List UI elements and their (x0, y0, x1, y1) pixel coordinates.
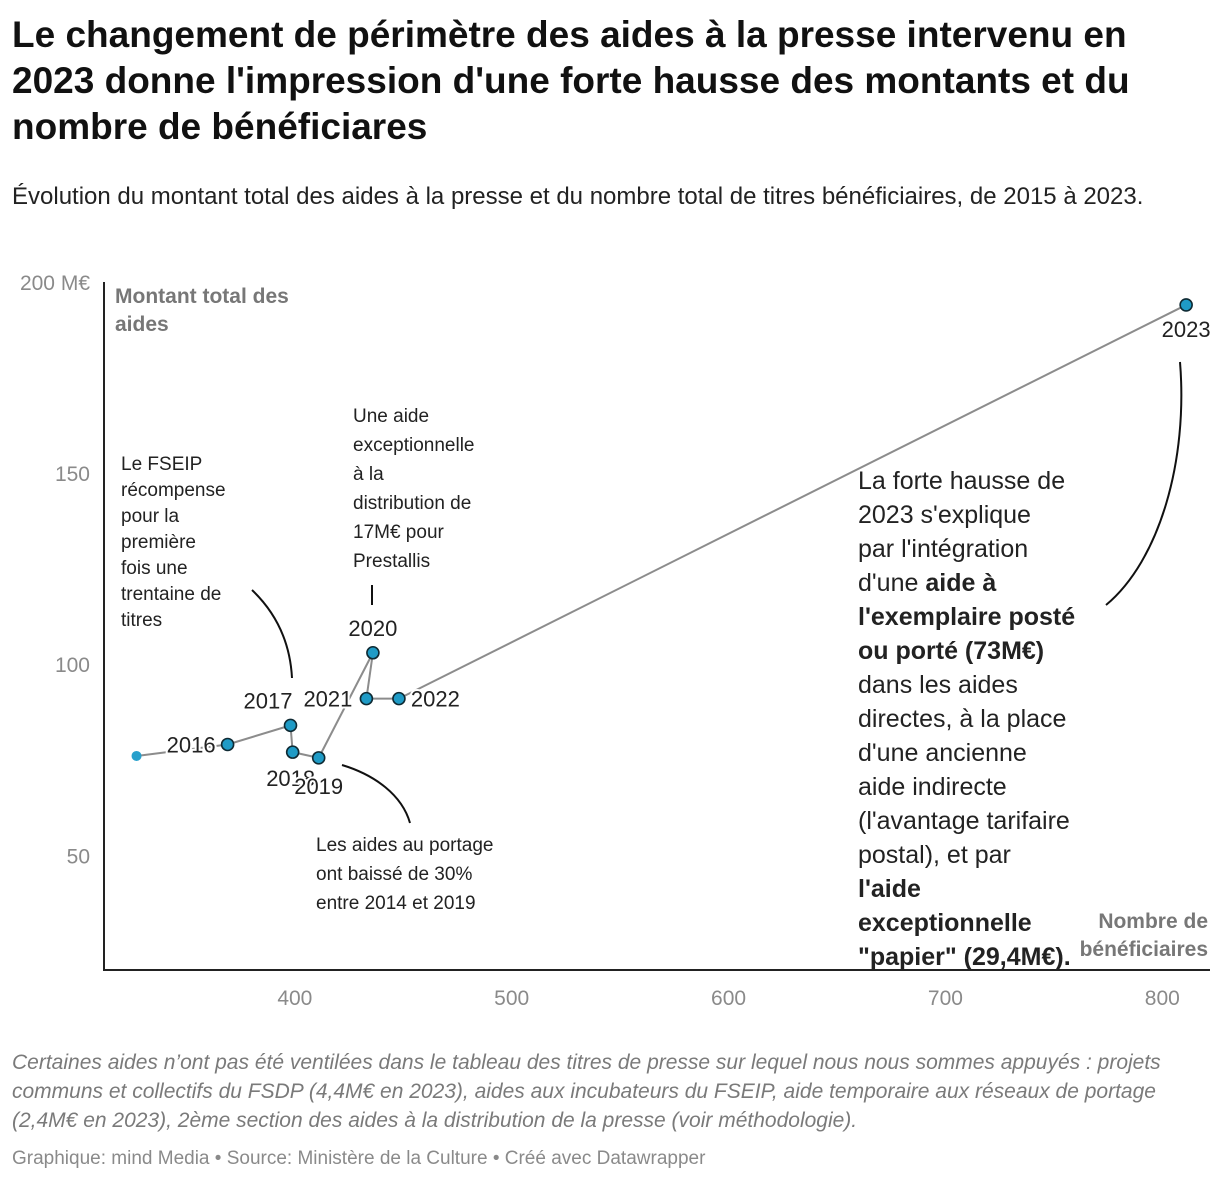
annotation-portage: Les aides au portage ont baissé de 30% ent… (316, 835, 493, 914)
connector-2023 (1105, 361, 1183, 606)
annotation-fseip: Le FSEIP récompense pour la première fois un… (121, 454, 226, 631)
x-tick-label: 700 (928, 987, 963, 1010)
x-axis-ticks: 400 500 600 700 800 (277, 987, 1179, 1010)
scatter-chart: 200 M€ 150 100 50 400 500 600 700 800 Montant t… (20, 272, 1213, 1010)
series-segment (227, 724, 291, 746)
x-tick-label: 400 (277, 987, 312, 1010)
annotation-hausse2023: La forte hausse de 2023 s'explique par l'i… (858, 467, 1075, 971)
annotation-prestallis: Une aide exceptionnelle à la distribution d… (353, 406, 474, 572)
data-point-2023 (1179, 298, 1193, 312)
x-tick-label: 500 (494, 987, 529, 1010)
series-segment (136, 743, 228, 757)
series-path (136, 304, 1187, 759)
point-label-2020: 2020 (348, 616, 397, 641)
y-tick-label: 200 M€ (20, 272, 90, 295)
data-point-2021 (359, 691, 374, 706)
y-tick-label: 50 (67, 845, 90, 868)
x-tick-label: 800 (1145, 987, 1180, 1010)
point-label-2023: 2023 (1162, 317, 1211, 342)
data-point-2016 (220, 737, 235, 752)
series-segment (317, 652, 374, 759)
data-point-2015 (131, 750, 142, 761)
point-label-2022: 2022 (411, 687, 460, 712)
x-tick-label: 600 (711, 987, 746, 1010)
data-point-2022 (392, 691, 406, 706)
y-axis-ticks: 200 M€ 150 100 50 (20, 272, 90, 868)
data-point-2017 (283, 718, 298, 733)
connector-portage (341, 764, 411, 824)
connector-fseip (251, 589, 293, 679)
data-point-2019 (311, 751, 326, 765)
data-point-2018 (285, 745, 300, 759)
point-label-2021: 2021 (303, 687, 352, 712)
chart-notes: Certaines aides n’ont pas été ventilées … (12, 1051, 1161, 1132)
y-axis-title: Montant total des aides (115, 285, 289, 336)
chart-subtitle: Évolution du montant total des aides à l… (12, 183, 1144, 210)
point-label-2017: 2017 (244, 688, 293, 713)
x-axis-title: Nombre de bénéficiaires (1080, 910, 1208, 961)
chart-byline: Graphique: mind Media • Source: Ministèr… (12, 1148, 706, 1169)
y-tick-label: 100 (55, 654, 90, 677)
point-label-2018: 2018 (266, 766, 315, 791)
point-label-2019: 2019 (294, 774, 343, 799)
annotations: Le FSEIP récompense pour la première fois un… (121, 406, 1075, 971)
series-segment (365, 652, 374, 699)
data-points (131, 298, 1193, 765)
data-point-2020 (366, 645, 380, 660)
chart-title: Le changement de périmètre des aides à l… (12, 14, 1130, 147)
annotation-connectors (251, 361, 1183, 824)
y-tick-label: 150 (55, 463, 90, 486)
series-segment (398, 304, 1187, 700)
point-label-2016: 2016 (167, 732, 216, 757)
